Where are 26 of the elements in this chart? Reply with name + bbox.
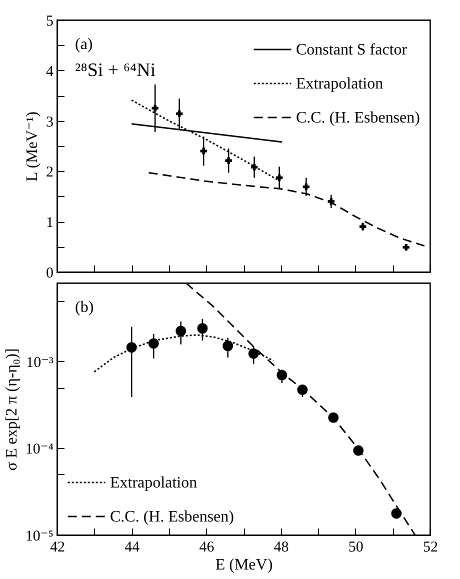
y-axis-title: σ E exp[2 π (η-η₀)] [3, 348, 20, 471]
legend-label: Constant S factor [296, 42, 408, 58]
y-tick-label: 4 [46, 64, 54, 80]
x-tick-label: 52 [423, 540, 438, 556]
legend-label: Extrapolation [110, 474, 198, 492]
y-axis-title: L (MeV⁻¹) [24, 112, 41, 182]
y-tick-label: 1 [46, 215, 54, 232]
y-tick-label: 3 [46, 114, 54, 130]
annotation: (a) [75, 36, 93, 53]
legend-label: C.C. (H. Esbensen) [296, 110, 420, 126]
legend-label: Extrapolation [296, 76, 384, 92]
x-tick-label: 44 [124, 540, 140, 556]
point [200, 148, 207, 154]
annotation: ²⁸Si + ⁶⁴Ni [75, 60, 156, 81]
legend-label: C.C. (H. Esbensen) [110, 508, 234, 526]
point [391, 508, 402, 519]
y-tick-label: 10⁻⁴ [25, 442, 54, 458]
y-tick-label: 2 [46, 164, 54, 181]
y-tick-label: 0 [46, 266, 54, 282]
x-tick-label: 46 [199, 540, 215, 556]
y-tick-label: 5 [46, 14, 54, 30]
x-axis-title: E (MeV) [215, 556, 273, 574]
annotation: (b) [75, 299, 94, 316]
x-tick-label: 48 [274, 540, 289, 556]
y-tick-label: 10⁻³ [26, 354, 54, 371]
x-tick-label: 50 [348, 540, 364, 556]
